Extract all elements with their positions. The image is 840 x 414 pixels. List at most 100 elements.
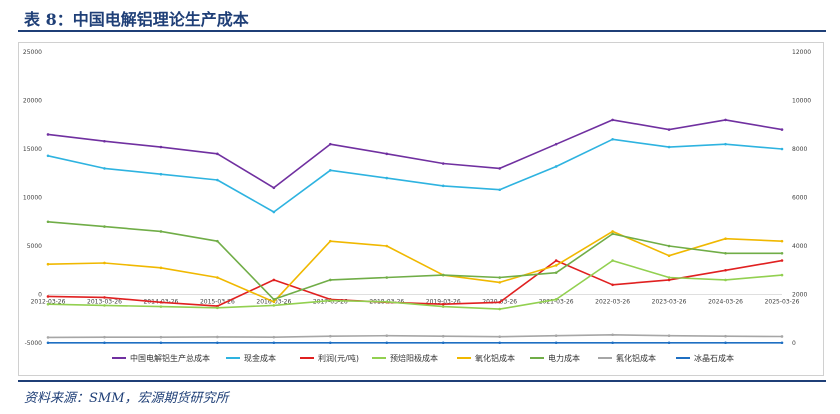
data-point <box>46 295 50 298</box>
y-right-tick-label: 2000 <box>792 292 807 299</box>
data-point <box>611 232 614 236</box>
data-point <box>441 162 445 165</box>
data-point <box>498 307 501 311</box>
y-right-tick-label: 6000 <box>792 195 807 202</box>
data-point <box>724 118 727 122</box>
legend-label: 氧化铝成本 <box>475 353 515 363</box>
data-point <box>46 336 50 339</box>
data-point <box>498 300 501 304</box>
legend-label: 冰晶石成本 <box>694 353 734 363</box>
data-point <box>611 283 614 287</box>
data-point <box>46 133 50 136</box>
data-point <box>159 341 163 345</box>
data-point <box>159 305 163 308</box>
series-line <box>47 259 783 310</box>
data-point <box>780 147 784 151</box>
data-point <box>272 300 276 304</box>
data-point <box>46 302 50 306</box>
data-point <box>385 244 389 248</box>
data-point <box>329 169 332 172</box>
data-point <box>272 341 276 345</box>
data-point <box>667 244 671 248</box>
data-point <box>667 276 671 279</box>
data-point <box>498 341 501 345</box>
y-left-tick-label: -5000 <box>25 340 43 347</box>
data-point <box>611 138 614 141</box>
y-left-tick-label: 10000 <box>23 195 42 202</box>
chart-frame <box>18 42 824 376</box>
x-tick-label: 2022-03-26 <box>595 299 630 306</box>
x-tick-label: 2021-03-26 <box>539 299 574 306</box>
y-right-tick-label: 4000 <box>792 243 807 250</box>
data-point <box>780 341 784 345</box>
data-point <box>216 341 219 345</box>
data-point <box>103 335 106 339</box>
data-point <box>554 165 558 168</box>
data-point <box>272 335 276 339</box>
data-point <box>329 341 332 345</box>
series-line <box>47 119 783 189</box>
data-point <box>159 230 163 233</box>
data-point <box>780 239 784 243</box>
data-point <box>103 341 106 345</box>
x-tick-label: 2013-03-26 <box>87 299 122 306</box>
y-right-tick-label: 12000 <box>792 49 811 56</box>
y-left-tick-label: 15000 <box>23 146 42 153</box>
data-point <box>46 262 50 266</box>
data-point <box>159 172 163 176</box>
x-tick-label: 2024-03-26 <box>708 299 743 306</box>
data-point <box>103 304 106 307</box>
data-point <box>724 268 727 272</box>
series-line <box>47 230 783 303</box>
data-point <box>667 145 671 149</box>
y-left-tick-label: 25000 <box>23 49 42 56</box>
series-line <box>47 333 783 339</box>
data-point <box>780 128 784 131</box>
legend-label: 电力成本 <box>548 353 580 363</box>
data-point <box>103 139 106 143</box>
data-point <box>159 300 163 304</box>
y-left-tick-label: 5000 <box>27 243 42 250</box>
x-tick-label: 2019-03-26 <box>426 299 461 306</box>
data-point <box>216 152 219 156</box>
legend-label: 利润(元/吨) <box>318 353 359 363</box>
data-point <box>554 264 558 267</box>
data-point <box>103 261 106 265</box>
data-point <box>554 271 558 274</box>
data-point <box>272 278 276 282</box>
data-point <box>216 276 219 279</box>
data-point <box>498 335 501 338</box>
data-point <box>385 152 389 156</box>
data-point <box>611 259 614 262</box>
data-point <box>780 251 784 255</box>
data-point <box>385 341 389 345</box>
data-point <box>385 276 389 279</box>
data-point <box>216 239 219 243</box>
data-point <box>554 341 558 345</box>
data-point <box>611 230 614 233</box>
y-right-tick-label: 10000 <box>792 98 811 105</box>
data-point <box>724 237 727 241</box>
data-point <box>159 266 163 270</box>
data-point <box>159 145 163 149</box>
data-point <box>159 335 163 339</box>
y-left-tick-label: 0 <box>38 292 42 299</box>
legend-label: 中国电解铝生产总成本 <box>130 353 210 363</box>
data-point <box>667 254 671 257</box>
y-right-tick-label: 8000 <box>792 146 807 153</box>
data-point <box>611 341 614 345</box>
data-point <box>780 273 784 277</box>
data-point <box>329 299 332 302</box>
data-point <box>441 305 445 308</box>
data-point <box>103 167 106 170</box>
data-point <box>216 178 219 182</box>
data-point <box>272 186 276 190</box>
data-point <box>611 333 614 337</box>
legend-label: 预焙阳极成本 <box>390 353 438 363</box>
data-point <box>385 300 389 304</box>
data-point <box>272 210 276 214</box>
data-point <box>46 154 50 158</box>
data-point <box>554 142 558 146</box>
data-point <box>103 296 106 299</box>
data-point <box>329 239 332 243</box>
